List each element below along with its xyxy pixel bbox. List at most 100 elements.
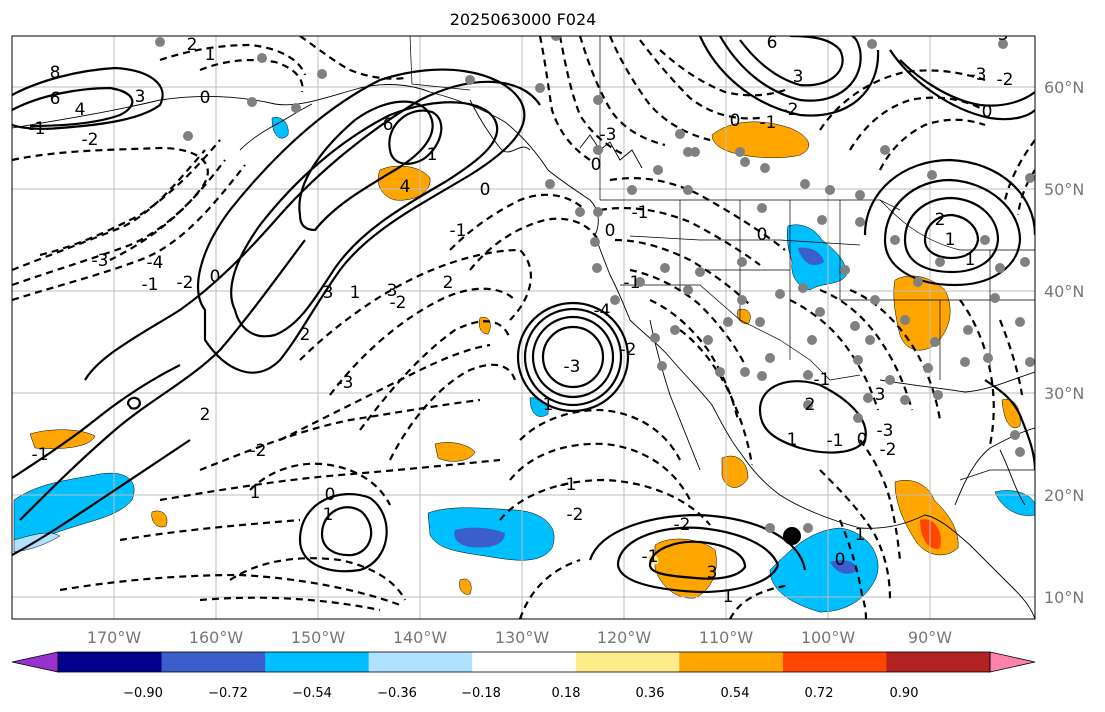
lon-label: 100°W bbox=[801, 628, 856, 647]
contour-value-label: 2 bbox=[300, 325, 311, 345]
lat-label: 60°N bbox=[1044, 78, 1084, 97]
contour-value-label: 4 bbox=[75, 100, 86, 120]
lon-label: 110°W bbox=[699, 628, 754, 647]
solid-contours bbox=[12, 36, 1035, 594]
contour-value-label: -3 bbox=[564, 357, 581, 377]
contour-value-label: 3 bbox=[707, 563, 718, 583]
contour-value-label: -1 bbox=[560, 475, 577, 495]
colorbar-segment bbox=[58, 652, 163, 672]
contour-value-label: 1 bbox=[323, 505, 334, 525]
map-title: 2025063000 F024 bbox=[450, 10, 597, 29]
contour-value-label: -2 bbox=[390, 293, 407, 313]
contour-value-label: 0 bbox=[325, 485, 336, 505]
contour-value-label: -1 bbox=[624, 273, 641, 293]
contour-value-label: 2 bbox=[805, 395, 816, 415]
contour-value-label: 0 bbox=[730, 111, 741, 131]
colorbar-tick-label: 0.18 bbox=[552, 686, 581, 701]
lat-label: 30°N bbox=[1044, 384, 1084, 403]
contour-value-label: -1 bbox=[760, 113, 777, 133]
colorbar-segment bbox=[161, 652, 266, 672]
shading-blue-gulf bbox=[994, 490, 1035, 516]
political-borders bbox=[409, 36, 1035, 481]
contour-value-label: -1 bbox=[814, 370, 831, 390]
shading-orange-small-a bbox=[151, 510, 168, 528]
contour-value-label: 2 bbox=[200, 405, 211, 425]
lon-label: 120°W bbox=[597, 628, 652, 647]
contour-value-label: 0 bbox=[200, 88, 211, 108]
contour-value-label: -4 bbox=[594, 301, 611, 321]
lon-label: 160°W bbox=[189, 628, 244, 647]
contour-value-label: 3 bbox=[998, 25, 1009, 45]
colorbar-segment bbox=[679, 652, 784, 672]
shading-darkblue-southeast bbox=[830, 560, 858, 574]
contour-value-label: 1 bbox=[787, 430, 798, 450]
colorbar-tick-label: −0.36 bbox=[377, 686, 417, 701]
colorbar bbox=[11, 651, 1036, 673]
contour-value-label: 0 bbox=[835, 550, 846, 570]
colorbar-tick-label: 0.72 bbox=[805, 686, 834, 701]
colorbar-tick-label: −0.90 bbox=[123, 686, 163, 701]
contour-value-label: 6 bbox=[767, 33, 778, 53]
contour-value-label: -1 bbox=[632, 203, 649, 223]
contour-value-label: 0 bbox=[757, 225, 768, 245]
shading-darkblue-central bbox=[454, 527, 505, 548]
colorbar-tick-labels: −0.90 −0.72 −0.54 −0.36 −0.18 0.18 0.36 … bbox=[123, 686, 918, 701]
contour-value-label: -2 bbox=[997, 70, 1014, 90]
contour-value-label: 1 bbox=[945, 230, 956, 250]
contour-value-label: 6 bbox=[383, 115, 394, 135]
lat-label: 10°N bbox=[1044, 588, 1084, 607]
contour-value-label: 0 bbox=[605, 221, 616, 241]
contour-value-label: 1 bbox=[427, 145, 438, 165]
latitude-axis: 60°N 50°N 40°N 30°N 20°N 10°N bbox=[1044, 78, 1084, 607]
colorbar-tick-label: 0.54 bbox=[721, 686, 750, 701]
lon-label: 170°W bbox=[87, 628, 142, 647]
colorbar-segment bbox=[886, 652, 991, 672]
contour-value-label: -1 bbox=[32, 445, 49, 465]
contour-value-label: 3 bbox=[323, 283, 334, 303]
coastlines bbox=[12, 84, 1035, 619]
contour-value-label: 0 bbox=[982, 102, 993, 122]
colorbar-frame bbox=[57, 651, 991, 673]
lat-label: 40°N bbox=[1044, 282, 1084, 301]
colorbar-extend-high bbox=[989, 651, 1036, 673]
colorbar-segment bbox=[472, 652, 577, 672]
contour-value-label: -3 bbox=[970, 65, 987, 85]
contour-value-label: 0 bbox=[857, 430, 868, 450]
shading-orange-small-d bbox=[459, 578, 472, 595]
contour-value-label: 1 bbox=[543, 395, 554, 415]
contour-value-label: 1 bbox=[205, 45, 216, 65]
contour-value-label: -2 bbox=[674, 515, 691, 535]
dashed-contours bbox=[12, 36, 1035, 619]
contour-value-label: -1 bbox=[142, 275, 159, 295]
contour-value-label: -4 bbox=[147, 253, 164, 273]
contour-value-label: 1 bbox=[350, 283, 361, 303]
contour-value-label: -1 bbox=[29, 119, 46, 139]
contour-value-label: 1 bbox=[250, 483, 261, 503]
colorbar-tick-label: −0.72 bbox=[208, 686, 248, 701]
shading-orange-hawaii bbox=[434, 442, 476, 462]
contour-value-label: 3 bbox=[387, 281, 398, 301]
contour-value-label: -3 bbox=[600, 125, 617, 145]
contour-value-label: -3 bbox=[337, 373, 354, 393]
colorbar-tick-label: 0.36 bbox=[636, 686, 665, 701]
contour-value-label: -1 bbox=[450, 221, 467, 241]
contour-value-label: -1 bbox=[642, 547, 659, 567]
contour-value-label: -2 bbox=[250, 441, 267, 461]
colorbar-segment bbox=[575, 652, 680, 672]
colorbar-tick-label: 0.90 bbox=[890, 686, 919, 701]
contour-value-label: 1 bbox=[965, 250, 976, 270]
storm-center-marker bbox=[783, 527, 801, 545]
contour-value-label: -2 bbox=[82, 130, 99, 150]
contour-value-label: 0 bbox=[480, 180, 491, 200]
shading-orange-gulf-alaska bbox=[377, 165, 431, 201]
colorbar-segment bbox=[265, 652, 370, 672]
station-markers bbox=[155, 36, 1035, 533]
contour-value-label: 3 bbox=[135, 87, 146, 107]
contour-value-label: 3 bbox=[875, 385, 886, 405]
contour-value-label: -2 bbox=[567, 505, 584, 525]
contour-value-label: 3 bbox=[793, 67, 804, 87]
contour-value-label: -2 bbox=[880, 440, 897, 460]
